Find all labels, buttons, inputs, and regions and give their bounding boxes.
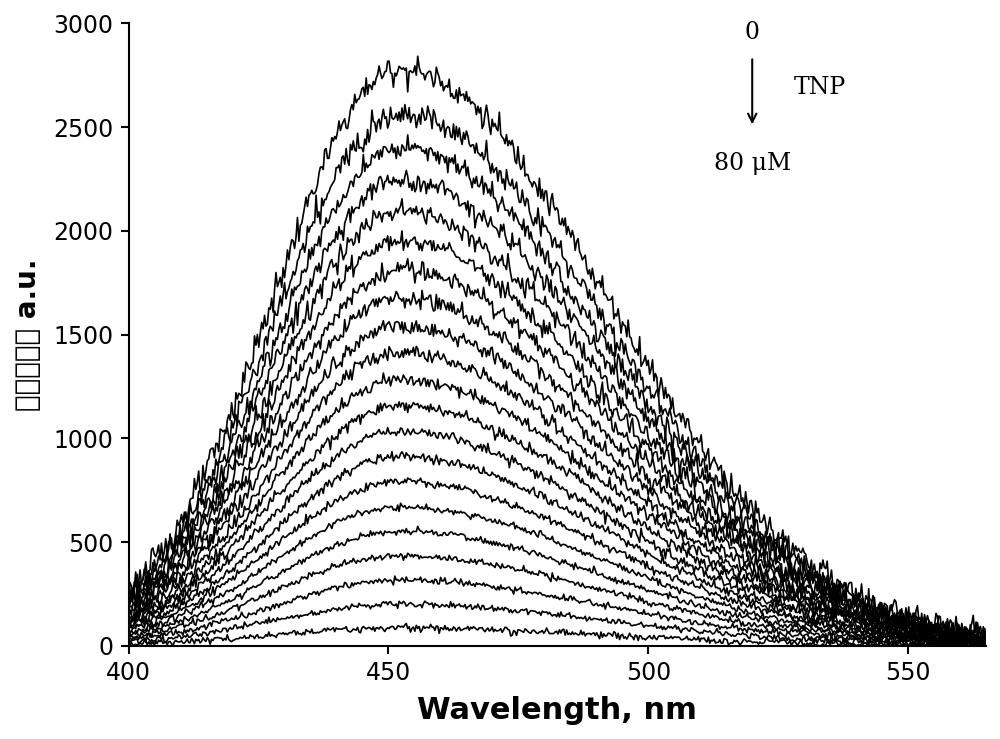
Text: 0: 0 (745, 21, 760, 44)
Text: TNP: TNP (794, 76, 846, 99)
X-axis label: Wavelength, nm: Wavelength, nm (417, 696, 697, 725)
Text: 80 μM: 80 μM (714, 152, 791, 175)
Y-axis label: 荧光强度， a.u.: 荧光强度， a.u. (14, 259, 42, 411)
